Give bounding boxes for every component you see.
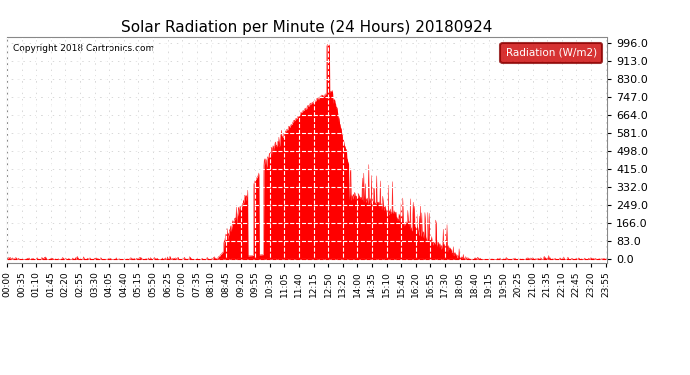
Title: Solar Radiation per Minute (24 Hours) 20180924: Solar Radiation per Minute (24 Hours) 20… [121, 20, 493, 35]
Legend: Radiation (W/m2): Radiation (W/m2) [500, 43, 602, 63]
Text: Copyright 2018 Cartronics.com: Copyright 2018 Cartronics.com [13, 44, 154, 53]
